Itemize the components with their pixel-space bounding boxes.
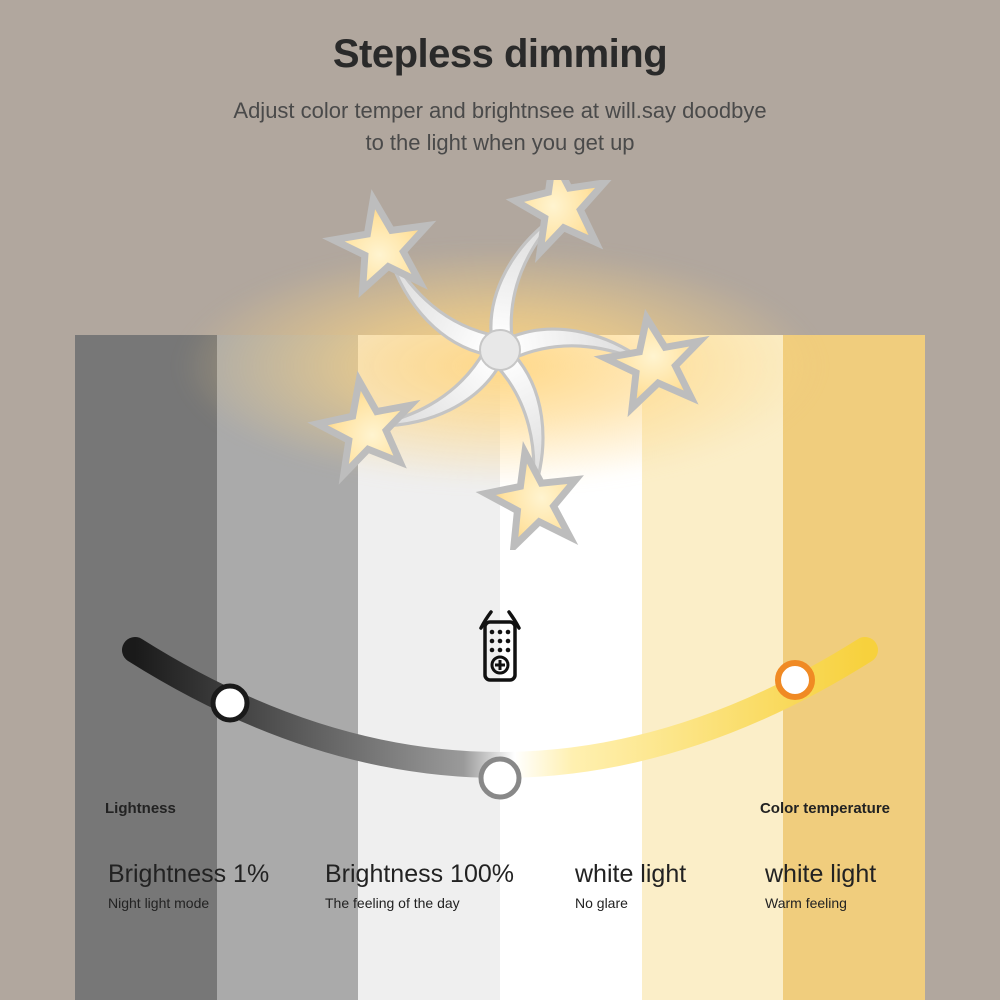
label-small: Night light mode: [108, 895, 269, 911]
label-small: Warm feeling: [765, 895, 876, 911]
axis-label-left: Lightness: [105, 800, 176, 817]
label-warm-light: white light Warm feeling: [765, 860, 876, 911]
label-small: The feeling of the day: [325, 895, 514, 911]
axis-label-right: Color temperature: [760, 800, 890, 817]
label-big: white light: [765, 860, 876, 889]
remote-icon: [477, 608, 523, 686]
label-white-light: white light No glare: [575, 860, 686, 911]
label-big: Brightness 1%: [108, 860, 269, 889]
mode-labels: Brightness 1% Night light mode Brightnes…: [75, 860, 925, 990]
page-subtitle: Adjust color temper and brightnsee at wi…: [0, 95, 1000, 159]
label-brightness-100: Brightness 100% The feeling of the day: [325, 860, 514, 911]
page-title: Stepless dimming: [0, 32, 1000, 77]
subtitle-line1: Adjust color temper and brightnsee at wi…: [233, 98, 766, 123]
label-big: Brightness 100%: [325, 860, 514, 889]
label-small: No glare: [575, 895, 686, 911]
label-brightness-1: Brightness 1% Night light mode: [108, 860, 269, 911]
subtitle-line2: to the light when you get up: [365, 130, 634, 155]
label-big: white light: [575, 860, 686, 889]
